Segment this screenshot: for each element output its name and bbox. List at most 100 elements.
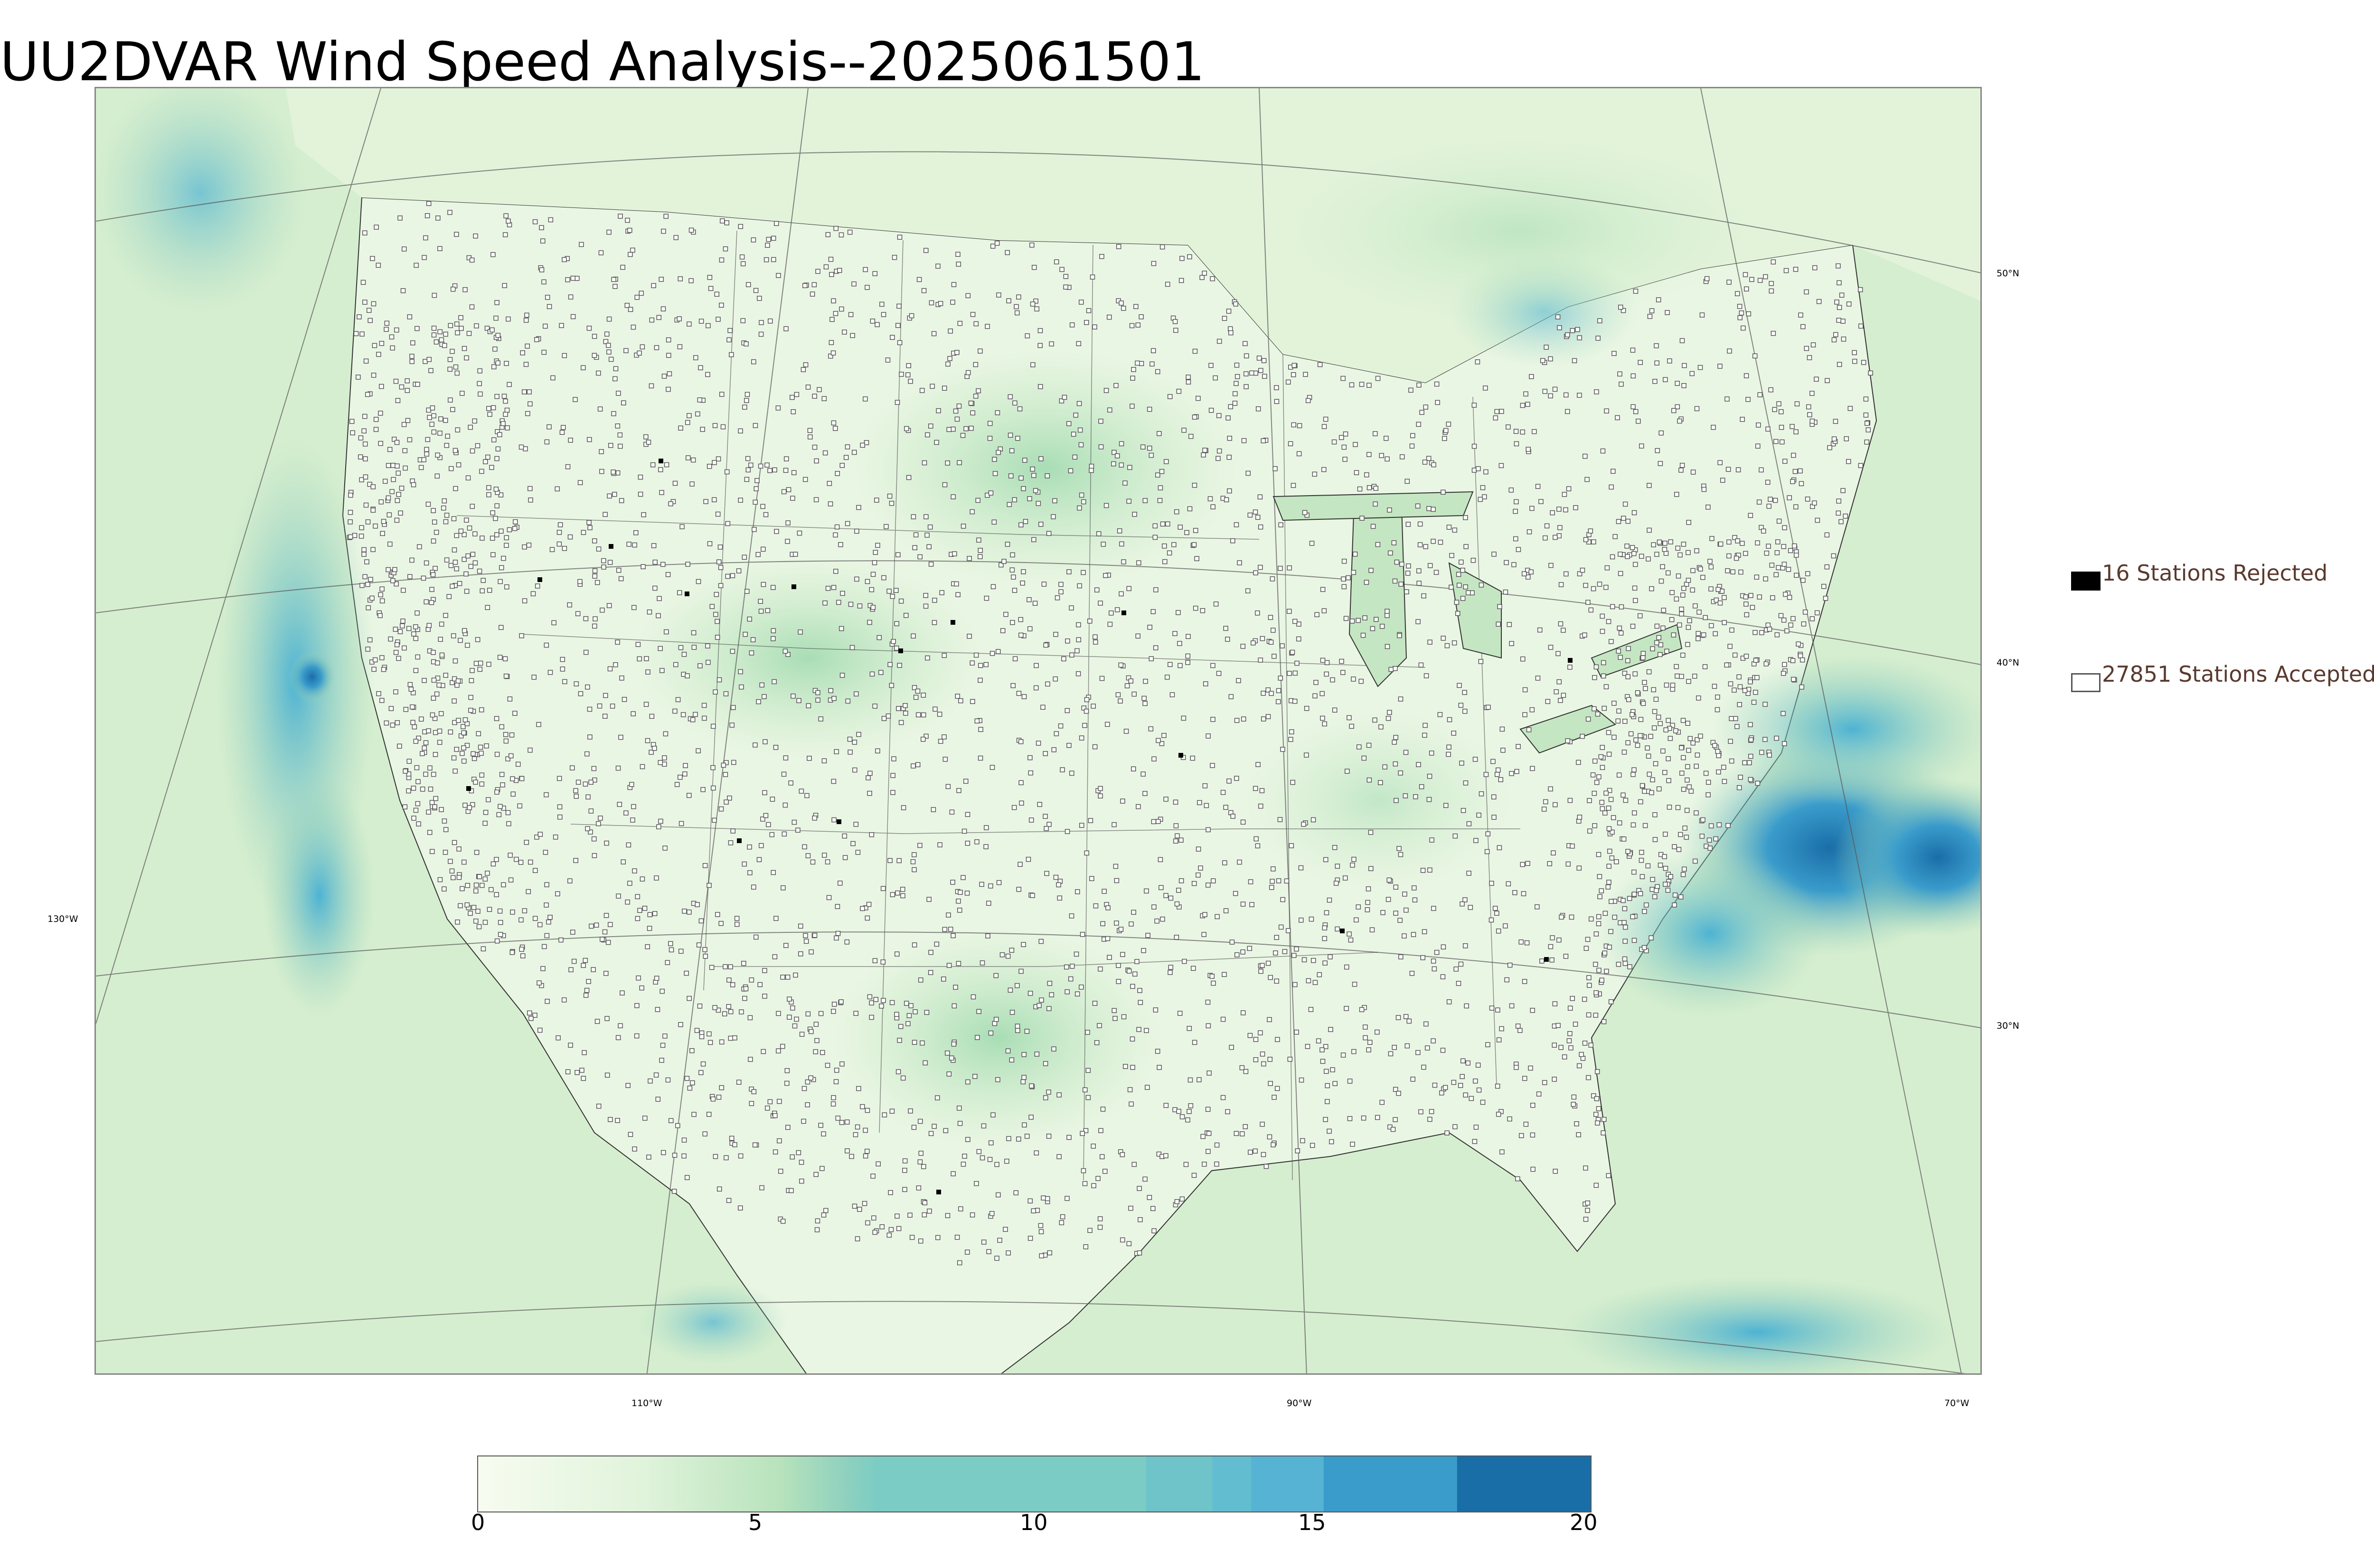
station-accepted: [690, 1080, 695, 1086]
station-accepted: [775, 405, 781, 411]
station-accepted: [458, 733, 464, 739]
station-accepted: [573, 397, 578, 402]
station-accepted: [874, 498, 879, 503]
station-accepted: [1678, 468, 1684, 473]
station-accepted: [1239, 1131, 1245, 1136]
station-accepted: [384, 720, 389, 726]
station-accepted: [1635, 690, 1640, 695]
station-accepted: [390, 723, 396, 728]
station-accepted: [1056, 1154, 1062, 1159]
station-accepted: [761, 546, 766, 552]
station-accepted: [1343, 616, 1349, 621]
station-accepted: [379, 384, 384, 389]
station-accepted: [760, 817, 765, 822]
station-accepted: [920, 1040, 925, 1046]
station-accepted: [1404, 479, 1410, 484]
station-accepted: [1590, 772, 1596, 778]
station-accepted: [668, 941, 673, 947]
station-accepted: [544, 882, 549, 887]
station-accepted: [1053, 676, 1058, 682]
station-accepted: [978, 677, 983, 683]
station-accepted: [1321, 467, 1327, 472]
station-accepted: [1226, 778, 1232, 784]
station-accepted: [825, 1062, 830, 1068]
station-accepted: [594, 580, 600, 585]
station-accepted: [1027, 755, 1033, 761]
station-accepted: [1748, 737, 1754, 742]
station-accepted: [1459, 559, 1464, 565]
station-accepted: [1276, 878, 1281, 883]
station-accepted: [1127, 465, 1132, 470]
station-accepted: [475, 637, 480, 642]
station-accepted: [1148, 726, 1154, 732]
station-accepted: [625, 1083, 631, 1088]
station-accepted: [1087, 1228, 1093, 1233]
station-accepted: [1375, 376, 1381, 381]
station-accepted: [865, 579, 870, 584]
station-accepted: [1240, 1010, 1246, 1015]
station-accepted: [1142, 791, 1148, 796]
station-accepted: [1267, 1057, 1273, 1062]
station-accepted: [373, 417, 379, 422]
station-accepted: [403, 707, 409, 712]
station-accepted: [1640, 701, 1646, 706]
station-accepted: [1802, 610, 1808, 615]
station-accepted: [1639, 874, 1645, 879]
station-accepted: [534, 337, 539, 342]
station-accepted: [1361, 755, 1367, 761]
station-accepted: [1618, 630, 1624, 636]
station-accepted: [1059, 398, 1065, 404]
station-accepted: [542, 944, 547, 949]
station-accepted: [929, 300, 934, 306]
station-accepted: [498, 920, 503, 925]
station-accepted: [586, 979, 591, 984]
station-accepted: [658, 467, 663, 472]
station-accepted: [507, 382, 512, 387]
station-accepted: [1243, 1124, 1248, 1129]
station-accepted: [468, 695, 473, 700]
station-accepted: [387, 541, 393, 547]
station-accepted: [770, 797, 775, 802]
station-accepted: [1121, 1014, 1127, 1020]
station-accepted: [664, 462, 669, 468]
station-accepted: [1205, 1107, 1211, 1112]
station-accepted: [531, 675, 537, 680]
station-accepted: [1018, 522, 1024, 527]
station-accepted: [1131, 910, 1136, 915]
station-accepted: [724, 760, 729, 765]
station-accepted: [780, 975, 785, 980]
station-accepted: [406, 759, 412, 764]
station-accepted: [1780, 671, 1786, 676]
station-accepted: [461, 724, 466, 730]
station-accepted: [1717, 364, 1723, 369]
station-accepted: [1416, 581, 1422, 586]
station-accepted: [706, 1112, 712, 1117]
station-accepted: [623, 810, 629, 816]
station-accepted: [1663, 882, 1668, 887]
station-accepted: [1688, 789, 1694, 794]
station-accepted: [1089, 463, 1094, 469]
station-accepted: [1153, 587, 1159, 592]
station-accepted: [1008, 394, 1013, 400]
station-accepted: [532, 219, 538, 225]
lat-label-40n: 40°N: [1997, 657, 2019, 668]
station-accepted: [1021, 1075, 1027, 1080]
station-accepted: [1076, 637, 1082, 642]
station-accepted: [821, 1131, 826, 1136]
station-accepted: [785, 975, 791, 980]
station-accepted: [774, 529, 779, 534]
station-accepted: [1523, 391, 1528, 397]
station-accepted: [1418, 662, 1424, 668]
station-accepted: [1399, 562, 1404, 567]
station-accepted: [512, 526, 518, 531]
station-accepted: [1641, 945, 1647, 950]
station-accepted: [1267, 1134, 1272, 1140]
station-accepted: [1804, 289, 1809, 295]
station-accepted: [842, 833, 848, 839]
station-accepted: [782, 648, 788, 654]
station-accepted: [1210, 717, 1215, 722]
station-accepted: [589, 923, 594, 929]
station-accepted: [681, 652, 687, 657]
station-accepted: [1378, 780, 1383, 785]
wind-speed-map[interactable]: [94, 87, 1982, 1375]
